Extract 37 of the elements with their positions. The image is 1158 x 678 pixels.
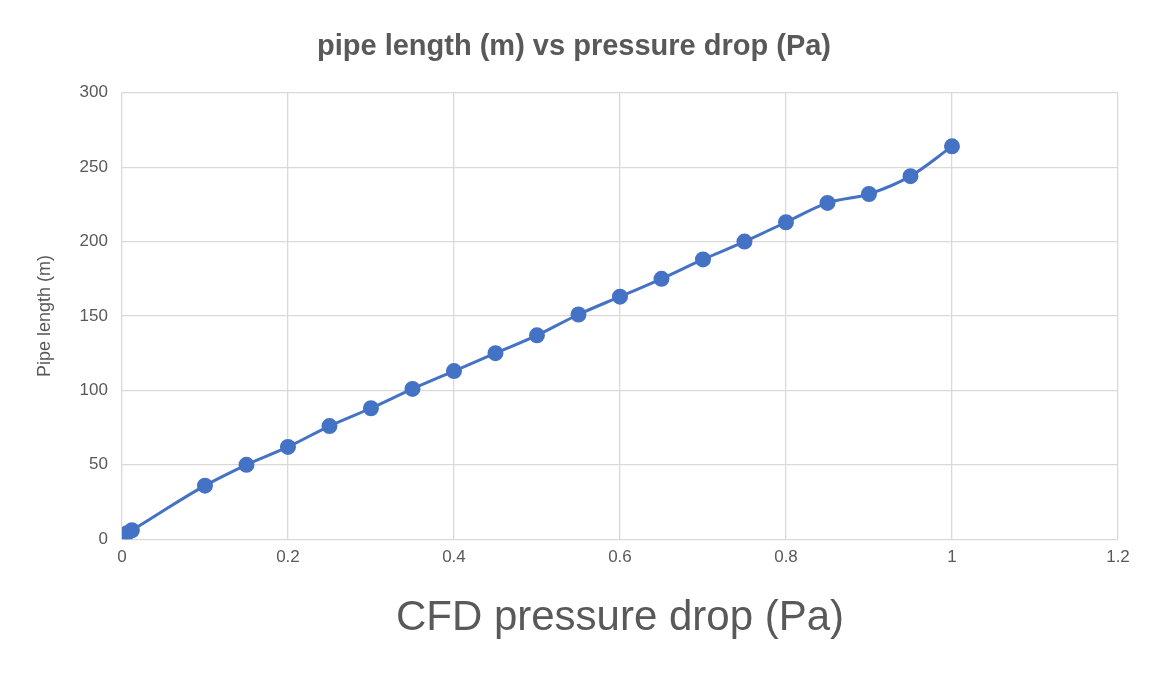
point xyxy=(238,456,255,473)
y-tick-label: 250 xyxy=(79,156,108,176)
point xyxy=(819,194,836,211)
point xyxy=(653,270,670,287)
y-tick-label: 200 xyxy=(79,231,108,251)
x-axis-title: CFD pressure drop (Pa) xyxy=(395,592,845,640)
point xyxy=(570,306,587,323)
x-tick-label: 1 xyxy=(947,547,957,567)
point xyxy=(362,400,379,417)
point xyxy=(123,522,140,539)
point xyxy=(777,214,794,231)
point xyxy=(860,185,877,202)
x-tick-label: 0.6 xyxy=(608,547,632,567)
point xyxy=(196,477,213,494)
y-tick-label: 300 xyxy=(79,82,108,102)
y-tick-label: 100 xyxy=(79,380,108,400)
point xyxy=(487,345,504,362)
chart-title: pipe length (m) vs pressure drop (Pa) xyxy=(316,29,832,62)
point xyxy=(943,138,960,155)
point xyxy=(321,418,338,435)
x-tick-label: 0.2 xyxy=(276,547,300,567)
point xyxy=(528,327,545,344)
y-axis-title: Pipe length (m) xyxy=(33,254,54,378)
y-tick-label: 150 xyxy=(79,305,108,325)
x-tick-label: 0 xyxy=(117,547,127,567)
point xyxy=(736,233,753,250)
point xyxy=(279,438,296,455)
point xyxy=(902,168,919,185)
x-tick-label: 0.4 xyxy=(442,547,466,567)
y-tick-label: 0 xyxy=(98,528,108,548)
x-tick-label: 1.2 xyxy=(1106,547,1130,567)
point xyxy=(611,288,628,305)
x-tick-label: 0.8 xyxy=(774,547,798,567)
point xyxy=(404,380,421,397)
point xyxy=(445,363,462,380)
point xyxy=(694,251,711,268)
y-tick-label: 50 xyxy=(89,454,108,474)
